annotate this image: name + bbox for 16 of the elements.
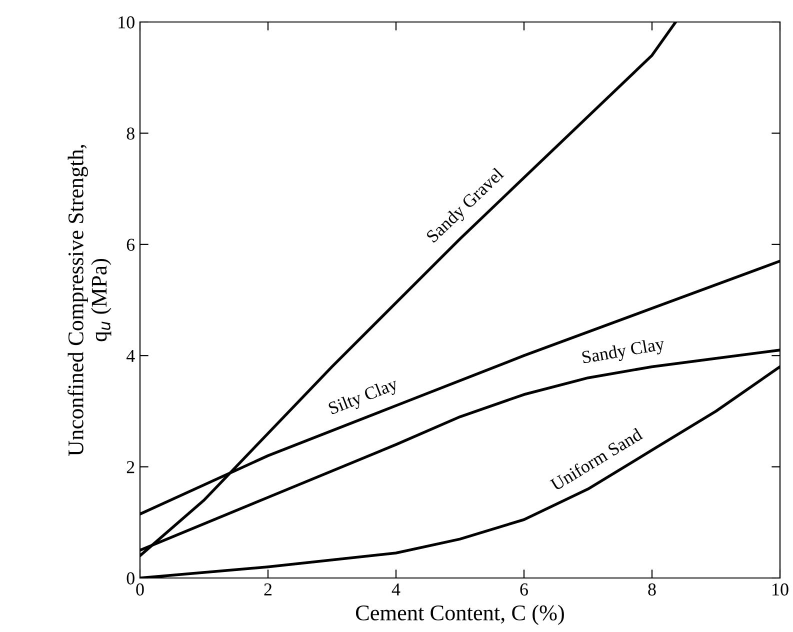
- y-tick-label: 0: [126, 572, 134, 584]
- y-axis-title: Unconfined Compressive Strength, q$_{u}$ (MPa): [68, 144, 112, 456]
- x-tick-label: 4: [392, 584, 400, 596]
- y-tick-label: 8: [126, 127, 134, 140]
- y-tick-label: 2: [126, 461, 134, 474]
- x-tick-label: 0: [136, 583, 144, 596]
- text: Sandy Clay: [582, 336, 666, 368]
- x-tick-label: 8: [648, 583, 656, 596]
- x-tick-label: 2: [264, 583, 272, 596]
- y-tick-label: 4: [126, 350, 135, 362]
- x-axis-title: Cement Content, C (%): [356, 604, 564, 625]
- x-tick-label: 6: [520, 583, 528, 596]
- text: Silty Clay: [328, 376, 400, 418]
- x-tick-label: 10: [772, 583, 788, 596]
- y-tick-label: 10: [118, 16, 134, 28]
- y-tick-label: 6: [126, 238, 135, 251]
